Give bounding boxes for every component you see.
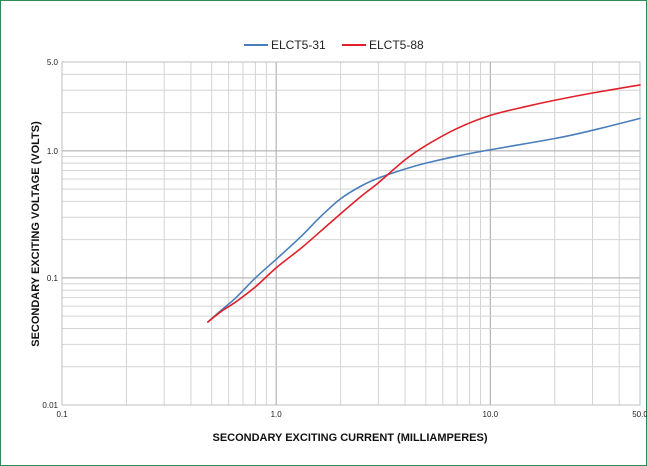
grid (61, 61, 641, 406)
x-tick-label: 1.0 (271, 410, 283, 419)
y-tick-label: 0.01 (42, 401, 58, 410)
legend: ELCT5-31 ELCT5-88 (244, 38, 424, 52)
x-tick-label: 50.0 (632, 410, 647, 419)
series-group (207, 84, 641, 323)
series-line-elct5-88 (207, 84, 641, 323)
y-tick-label: 1.0 (47, 147, 59, 156)
legend-label-elct5-88: ELCT5-88 (369, 38, 424, 52)
tick-labels: 0.1 1.0 10.0 50.00.010.11.05.0 (42, 58, 647, 419)
x-tick-label: 10.0 (483, 410, 499, 419)
legend-label-elct5-31: ELCT5-31 (271, 38, 326, 52)
y-tick-label: 0.1 (47, 274, 59, 283)
y-tick-label: 5.0 (47, 58, 59, 67)
series-line-elct5-31 (207, 117, 641, 323)
x-axis-title: SECONDARY EXCITING CURRENT (MILLIAMPERES… (212, 432, 487, 444)
plot-area-border (61, 61, 641, 406)
x-tick-label: 0.1 (56, 410, 68, 419)
y-axis-title: SECONDARY EXCITING VOLTAGE (VOLTS) (30, 121, 42, 347)
